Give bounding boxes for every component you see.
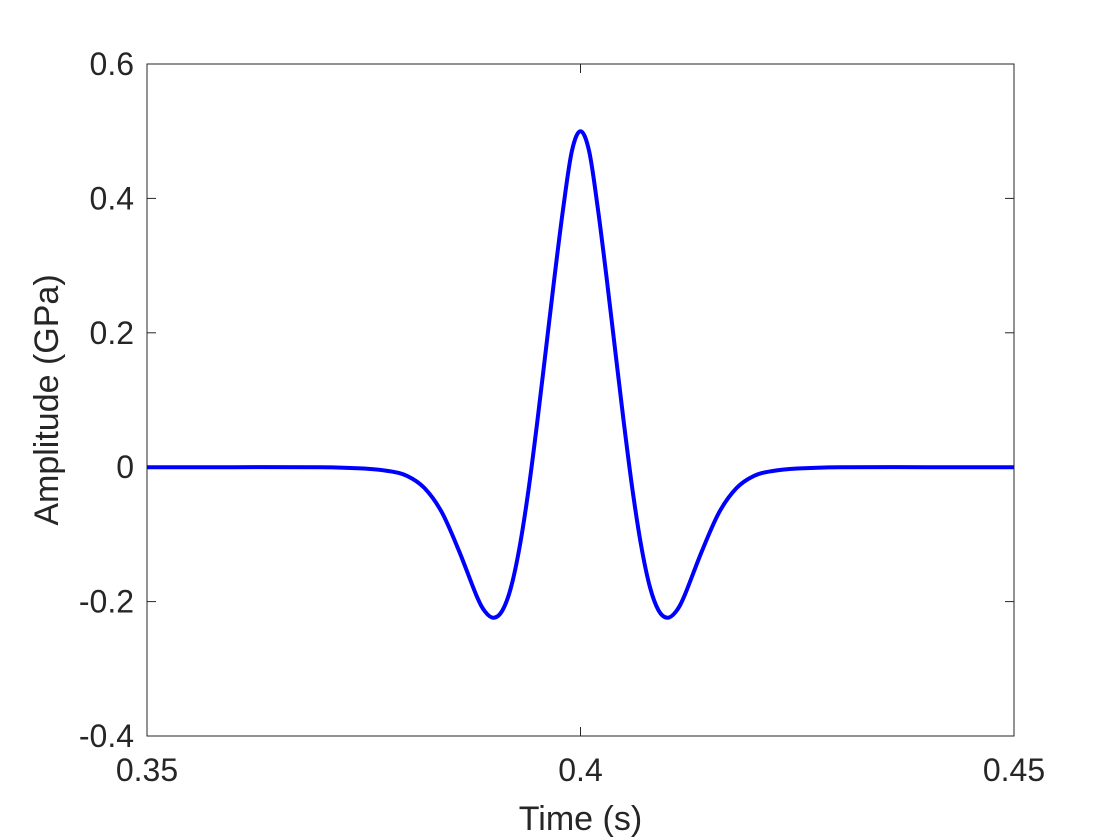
y-tick-label: 0.2 — [90, 315, 134, 351]
series-line — [147, 129, 1014, 620]
plot-area — [146, 63, 1015, 737]
x-tick-label: 0.4 — [558, 752, 602, 788]
x-tick-labels: 0.35 0.4 0.45 — [116, 752, 1045, 788]
y-tick-label: 0.4 — [90, 180, 134, 216]
y-axis-label: Amplitude (GPa) — [28, 274, 66, 525]
y-tick-label: 0.6 — [90, 46, 134, 82]
x-axis-label: Time (s) — [519, 800, 642, 838]
y-tick-labels: -0.4 -0.2 0 0.2 0.4 0.6 — [79, 46, 134, 754]
x-tick-label: 0.35 — [116, 752, 178, 788]
y-tick-label: -0.4 — [79, 718, 134, 754]
y-tick-label: 0 — [116, 449, 134, 485]
y-tick-label: -0.2 — [79, 584, 134, 620]
x-tick-label: 0.45 — [983, 752, 1045, 788]
